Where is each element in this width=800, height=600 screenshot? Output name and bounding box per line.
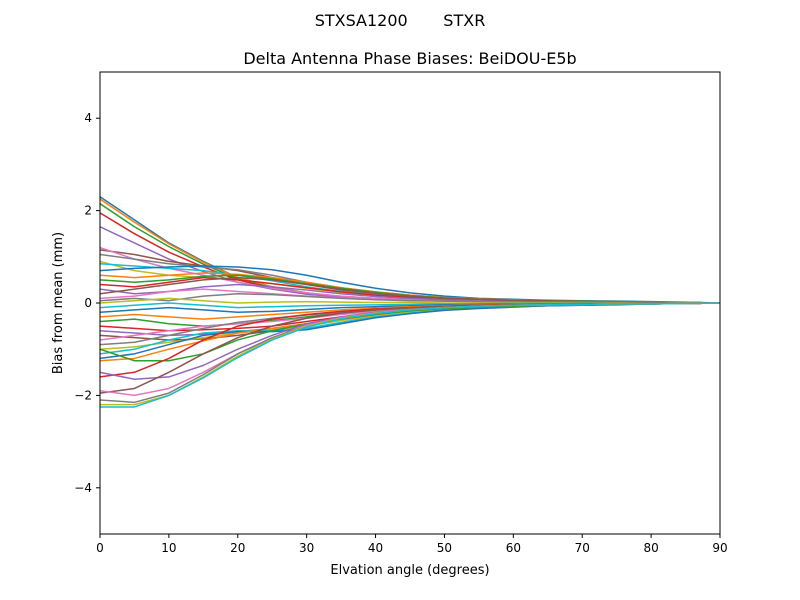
y-tick-label: −4 [74, 481, 92, 495]
x-tick-label: 10 [161, 541, 176, 555]
series-line-s16 [100, 276, 720, 304]
x-tick-label: 30 [299, 541, 314, 555]
x-tick-label: 40 [368, 541, 383, 555]
series-layer [100, 196, 720, 408]
chart-suptitle: STXSA1200 STXR [315, 11, 486, 30]
y-tick-label: −2 [74, 388, 92, 402]
x-tick-label: 0 [96, 541, 104, 555]
y-tick-label: 2 [84, 204, 92, 218]
x-tick-label: 70 [575, 541, 590, 555]
y-axis-label: Bias from mean (mm) [51, 232, 66, 374]
x-tick-label: 50 [437, 541, 452, 555]
x-tick-label: 80 [643, 541, 658, 555]
x-tick-label: 90 [712, 541, 727, 555]
y-tick-label: 0 [84, 296, 92, 310]
y-axis: −4 −2 0 2 4 [74, 111, 100, 495]
x-tick-label: 20 [230, 541, 245, 555]
x-axis-label: Elvation angle (degrees) [330, 563, 489, 578]
series-line-s40 [100, 302, 720, 408]
x-tick-label: 60 [506, 541, 521, 555]
chart-title: Delta Antenna Phase Biases: BeiDOU-E5b [243, 49, 576, 68]
y-tick-label: 4 [84, 111, 92, 125]
x-axis: 0 10 20 30 40 50 60 70 80 90 [96, 534, 728, 555]
